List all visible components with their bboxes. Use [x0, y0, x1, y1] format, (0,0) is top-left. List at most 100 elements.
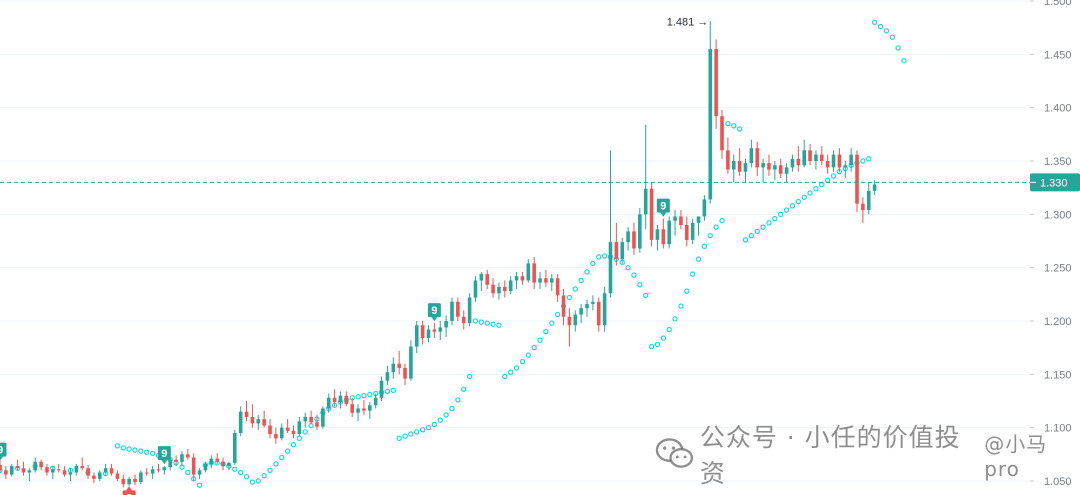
- candle: [808, 143, 812, 166]
- candle: [338, 391, 343, 409]
- psar-dot: [273, 461, 279, 467]
- candle: [784, 163, 789, 183]
- y-tick-label: 1.500: [1044, 0, 1072, 8]
- candle: [667, 216, 671, 249]
- candle: [737, 148, 742, 176]
- candle: [655, 225, 660, 251]
- candle: [362, 399, 366, 415]
- candle: [332, 389, 337, 407]
- candle: [485, 269, 490, 289]
- candle: [778, 158, 783, 179]
- candle: [503, 280, 507, 298]
- candle: [186, 449, 190, 460]
- candle: [585, 299, 589, 317]
- psar-dot: [783, 207, 790, 213]
- candle: [373, 393, 378, 409]
- candle: [215, 453, 219, 464]
- candle: [649, 182, 654, 247]
- psar-dot: [625, 264, 631, 271]
- current-price-tag: 1.330: [1030, 173, 1080, 192]
- candle: [356, 404, 360, 422]
- psar-dot: [877, 23, 884, 30]
- candle: [279, 423, 284, 441]
- psar-dot: [449, 405, 455, 412]
- psar-dot: [443, 412, 449, 418]
- psar-dot: [596, 254, 602, 260]
- marker-9-badge: 9: [656, 198, 670, 217]
- psar-dot: [537, 337, 543, 343]
- candle: [274, 427, 278, 444]
- candle: [21, 461, 26, 476]
- psar-dot: [637, 282, 643, 288]
- candle: [403, 363, 407, 385]
- psar-dot: [660, 335, 667, 341]
- y-tick-label: 1.150: [1044, 369, 1072, 381]
- candle: [97, 470, 102, 481]
- candle: [661, 218, 666, 249]
- candle: [714, 39, 718, 129]
- candle: [720, 109, 724, 159]
- candle: [350, 397, 354, 417]
- candle: [103, 463, 108, 475]
- psar-dot: [719, 218, 725, 224]
- price-axis[interactable]: 1.050 1.100 1.150 1.200 1.250 1.300 1.350 1.400…: [1030, 0, 1072, 488]
- candle: [461, 310, 466, 330]
- psar-dot: [549, 320, 555, 326]
- psar-dot: [654, 341, 661, 348]
- candle: [92, 472, 96, 484]
- psar-dot: [384, 388, 391, 395]
- candle: [409, 340, 413, 381]
- high-price-label: 1.481: [667, 16, 695, 28]
- candle: [626, 227, 630, 251]
- candle: [121, 474, 126, 488]
- psar-dot: [736, 126, 743, 132]
- psar-dot: [819, 181, 825, 188]
- psar-dot: [279, 454, 285, 461]
- candle: [549, 274, 554, 292]
- psar-dot: [120, 445, 126, 451]
- candle: [197, 468, 202, 479]
- candle: [579, 303, 583, 324]
- psar-dot: [525, 352, 532, 358]
- candle: [109, 463, 114, 476]
- candle: [227, 461, 231, 471]
- candle: [843, 161, 848, 179]
- candle: [86, 465, 90, 479]
- current-price-label: 1.330: [1040, 177, 1068, 189]
- candle: [321, 406, 325, 429]
- candle: [673, 210, 677, 236]
- psar-dot: [144, 449, 150, 455]
- candle: [696, 216, 701, 236]
- candle: [250, 404, 255, 428]
- psar-dot: [196, 482, 203, 488]
- candle: [596, 297, 601, 332]
- psar-dot: [431, 421, 438, 428]
- psar-dot: [531, 344, 537, 351]
- psar-dot: [590, 260, 596, 267]
- candle: [702, 195, 707, 221]
- candle: [872, 180, 877, 196]
- watermark-handle: @小马pro: [984, 431, 1048, 481]
- candle: [526, 259, 531, 283]
- candle: [632, 222, 636, 255]
- candle: [790, 154, 795, 172]
- psar-dot: [185, 469, 191, 476]
- signal-markers: 9 9 9 9 9: [0, 198, 670, 495]
- candle: [573, 310, 578, 332]
- candle: [814, 150, 818, 170]
- candle: [379, 376, 384, 401]
- candle: [191, 453, 196, 481]
- candle: [802, 139, 806, 168]
- psar-dot: [643, 292, 649, 299]
- candle: [749, 139, 754, 168]
- candle: [203, 461, 208, 473]
- candle: [51, 466, 55, 479]
- candle: [115, 470, 120, 481]
- candle: [326, 393, 331, 413]
- candle: [743, 158, 748, 183]
- candle: [825, 154, 830, 174]
- y-tick-label: 1.200: [1044, 316, 1072, 328]
- candle: [473, 276, 478, 302]
- candle: [855, 150, 859, 213]
